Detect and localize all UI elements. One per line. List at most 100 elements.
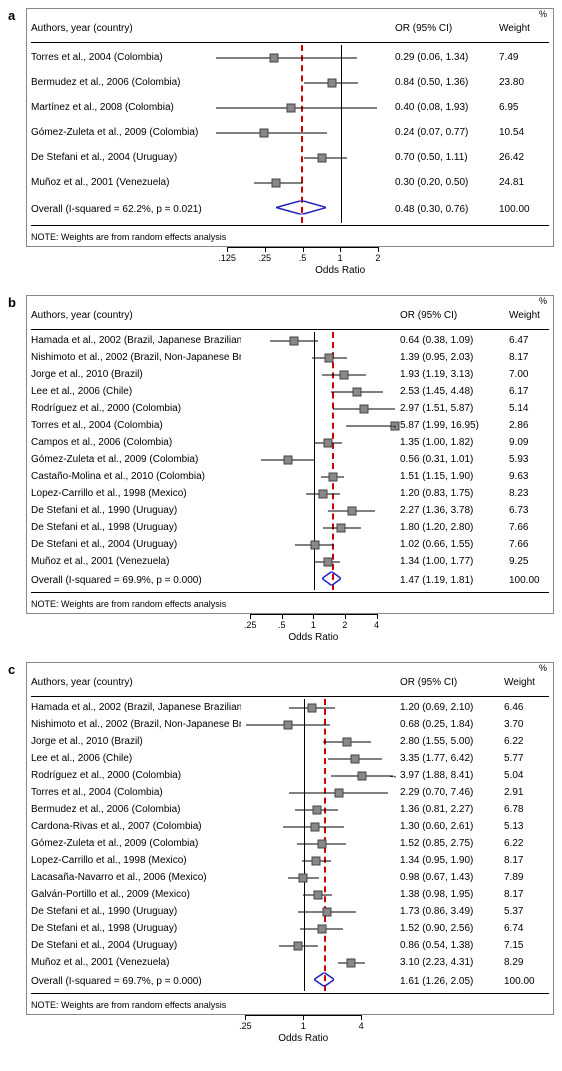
study-row: Torres et al., 2004 (Colombia)0.29 (0.06… xyxy=(27,45,553,70)
study-label: Jorge et al., 2010 (Brazil) xyxy=(31,736,241,747)
point-marker xyxy=(340,370,349,379)
study-label: Campos et al., 2006 (Colombia) xyxy=(31,437,241,448)
study-plot: → xyxy=(241,767,396,784)
study-label: De Stefani et al., 1990 (Uruguay) xyxy=(31,505,241,516)
or-ci-text: 1.51 (1.15, 1.90) xyxy=(396,471,505,482)
or-ci-text: 0.86 (0.54, 1.38) xyxy=(396,940,500,951)
panel-letter: c xyxy=(8,662,15,677)
or-ci-text: 0.30 (0.20, 0.50) xyxy=(391,177,495,188)
study-row: Castaño-Molina et al., 2010 (Colombia)1.… xyxy=(27,468,553,485)
or-ci-text: 2.27 (1.36, 3.78) xyxy=(396,505,505,516)
study-plot xyxy=(241,332,396,349)
pct-label: % xyxy=(27,663,553,673)
overall-weight-text: 100.00 xyxy=(495,204,543,215)
or-ci-text: 0.24 (0.07, 0.77) xyxy=(391,127,495,138)
point-marker xyxy=(347,958,356,967)
forest-plot-panel-b: b%Authors, year (country)OR (95% CI)Weig… xyxy=(8,295,554,644)
study-plot xyxy=(241,801,396,818)
header-authors: Authors, year (country) xyxy=(31,310,241,321)
study-plot xyxy=(241,536,396,553)
weight-text: 8.23 xyxy=(505,488,547,499)
weight-text: 8.17 xyxy=(500,889,544,900)
weight-text: 5.14 xyxy=(505,403,547,414)
overall-or-text: 0.48 (0.30, 0.76) xyxy=(391,204,495,215)
overall-plot xyxy=(241,971,396,991)
study-plot xyxy=(241,937,396,954)
axis-title: Odds Ratio xyxy=(288,632,338,643)
or-ci-text: 2.29 (0.70, 7.46) xyxy=(396,787,500,798)
note-text: NOTE: Weights are from random effects an… xyxy=(27,996,553,1014)
panel-letter: a xyxy=(8,8,15,23)
study-row: De Stefani et al., 2004 (Uruguay)0.70 (0… xyxy=(27,145,553,170)
or-ci-text: 3.35 (1.77, 6.42) xyxy=(396,753,500,764)
overall-label: Overall (I-squared = 69.7%, p = 0.000) xyxy=(31,976,241,987)
point-marker xyxy=(325,353,334,362)
study-row: Rodríguez et al., 2000 (Colombia)→3.97 (… xyxy=(27,767,553,784)
weight-text: 10.54 xyxy=(495,127,543,138)
study-label: Muñoz et al., 2001 (Venezuela) xyxy=(31,556,241,567)
ci-line xyxy=(216,57,357,58)
study-label: Bermudez et al., 2006 (Colombia) xyxy=(31,77,216,88)
or-ci-text: 0.84 (0.50, 1.36) xyxy=(391,77,495,88)
study-row: Hamada et al., 2002 (Brazil, Japanese Br… xyxy=(27,332,553,349)
study-plot xyxy=(216,95,391,120)
overall-row: Overall (I-squared = 69.9%, p = 0.000)1.… xyxy=(27,570,553,590)
tick xyxy=(377,614,378,619)
weight-text: 8.29 xyxy=(500,957,544,968)
study-row: Lee et al., 2006 (Chile)3.35 (1.77, 6.42… xyxy=(27,750,553,767)
weight-text: 6.22 xyxy=(500,838,544,849)
or-ci-text: 1.35 (1.00, 1.82) xyxy=(396,437,505,448)
study-plot xyxy=(241,502,396,519)
tick xyxy=(303,247,304,252)
point-marker xyxy=(307,703,316,712)
study-plot xyxy=(241,954,396,971)
weight-text: 9.09 xyxy=(505,437,547,448)
or-ci-text: 0.98 (0.67, 1.43) xyxy=(396,872,500,883)
weight-text: 7.15 xyxy=(500,940,544,951)
header-or: OR (95% CI) xyxy=(391,23,495,34)
study-plot xyxy=(241,733,396,750)
or-ci-text: 0.68 (0.25, 1.84) xyxy=(396,719,500,730)
or-ci-text: 0.56 (0.31, 1.01) xyxy=(396,454,505,465)
ci-line xyxy=(216,107,377,108)
or-ci-text: 1.93 (1.19, 3.13) xyxy=(396,369,505,380)
study-row: De Stefani et al., 2004 (Uruguay)1.02 (0… xyxy=(27,536,553,553)
header-weight: Weight xyxy=(505,310,547,321)
point-marker xyxy=(357,771,366,780)
header-weight: Weight xyxy=(495,23,543,34)
overall-row: Overall (I-squared = 62.2%, p = 0.021)0.… xyxy=(27,195,553,223)
study-label: Torres et al., 2004 (Colombia) xyxy=(31,787,241,798)
weight-text: 7.66 xyxy=(505,522,547,533)
study-plot xyxy=(241,485,396,502)
study-plot: → xyxy=(241,417,396,434)
study-label: Hamada et al., 2002 (Brazil, Japanese Br… xyxy=(31,702,241,713)
or-ci-text: 5.87 (1.99, 16.95) xyxy=(396,420,505,431)
overall-weight-text: 100.00 xyxy=(500,976,544,987)
study-plot xyxy=(216,45,391,70)
tick-label: 4 xyxy=(359,1021,364,1031)
study-label: Cardona-Rivas et al., 2007 (Colombia) xyxy=(31,821,241,832)
study-label: De Stefani et al., 2004 (Uruguay) xyxy=(31,152,216,163)
point-marker xyxy=(352,387,361,396)
study-label: Torres et al., 2004 (Colombia) xyxy=(31,420,241,431)
study-plot xyxy=(216,170,391,195)
weight-text: 5.04 xyxy=(500,770,544,781)
study-plot xyxy=(241,434,396,451)
study-plot xyxy=(241,468,396,485)
tick xyxy=(245,1015,246,1020)
tick xyxy=(250,614,251,619)
study-row: Bermudez et al., 2006 (Colombia) 0.84 (0.… xyxy=(27,70,553,95)
tick xyxy=(282,614,283,619)
study-row: De Stefani et al., 1998 (Uruguay)1.52 (0… xyxy=(27,920,553,937)
study-row: Hamada et al., 2002 (Brazil, Japanese Br… xyxy=(27,699,553,716)
note-text: NOTE: Weights are from random effects an… xyxy=(27,228,553,246)
study-plot xyxy=(241,869,396,886)
or-ci-text: 1.34 (1.00, 1.77) xyxy=(396,556,505,567)
point-marker xyxy=(299,873,308,882)
or-ci-text: 0.40 (0.08, 1.93) xyxy=(391,102,495,113)
study-label: Lopez-Carrillo et al., 1998 (Mexico) xyxy=(31,488,241,499)
study-row: Jorge et al., 2010 (Brazil)1.93 (1.19, 3… xyxy=(27,366,553,383)
study-label: Hamada et al., 2002 (Brazil, Japanese Br… xyxy=(31,335,241,346)
tick xyxy=(361,1015,362,1020)
x-axis: .2514Odds Ratio xyxy=(26,1015,554,1045)
